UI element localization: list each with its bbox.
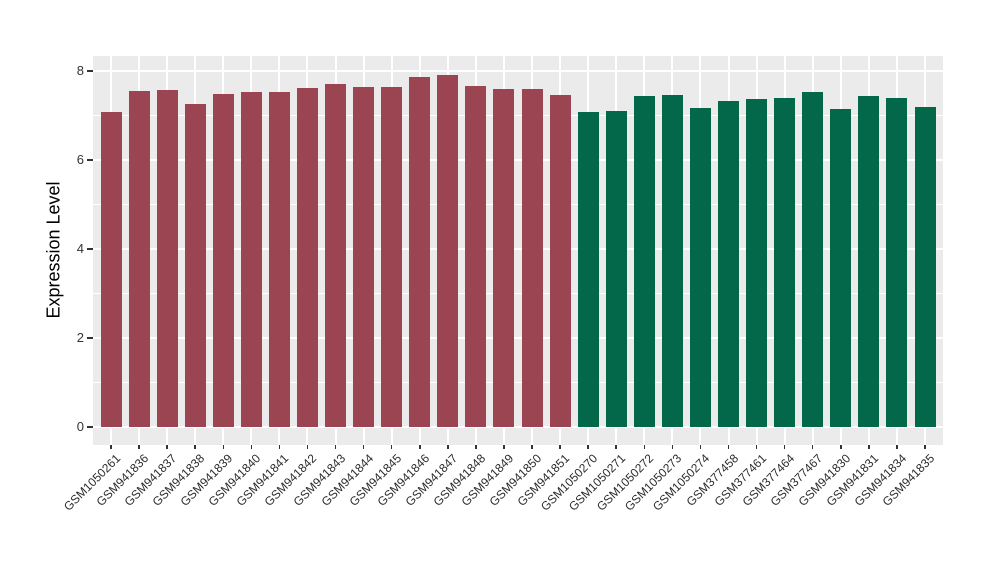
minor-gridline	[93, 204, 943, 205]
x-tick-mark	[166, 445, 168, 449]
y-tick-label: 6	[76, 152, 84, 167]
x-tick-mark	[278, 445, 281, 449]
y-tick-label: 4	[76, 241, 84, 256]
x-tick-mark	[671, 445, 674, 449]
y-tick-mark	[87, 70, 93, 72]
y-tick-mark	[87, 337, 93, 339]
major-gridline	[93, 70, 943, 72]
bar	[156, 89, 178, 427]
bar	[746, 98, 768, 427]
bar	[409, 77, 431, 427]
x-tick-mark	[559, 445, 561, 449]
x-tick-mark	[334, 445, 337, 449]
bar	[268, 92, 290, 427]
bar	[521, 89, 543, 427]
x-tick-mark	[419, 445, 421, 449]
x-tick-mark	[250, 445, 253, 449]
x-tick-mark	[390, 445, 393, 449]
x-tick-mark	[868, 445, 870, 449]
x-tick-mark	[503, 445, 505, 449]
bar	[633, 95, 655, 427]
bar	[858, 95, 880, 427]
bar	[886, 97, 908, 427]
bar	[128, 91, 150, 427]
bar	[830, 108, 852, 427]
x-tick-mark	[447, 445, 449, 449]
bar	[100, 112, 122, 427]
bar	[802, 91, 824, 427]
y-tick-mark	[87, 426, 93, 428]
x-tick-mark	[194, 445, 196, 449]
x-tick-mark	[138, 445, 140, 449]
y-tick-mark	[87, 159, 93, 161]
bar	[661, 94, 683, 427]
x-tick-mark	[306, 445, 309, 449]
x-tick-mark	[222, 445, 225, 449]
x-tick-mark	[699, 445, 702, 449]
bar	[325, 83, 347, 427]
bar	[296, 88, 318, 427]
x-tick-mark	[587, 445, 589, 449]
bar	[577, 111, 599, 427]
x-tick-mark	[362, 445, 365, 449]
major-gridline	[93, 248, 943, 250]
major-gridline	[93, 159, 943, 161]
major-gridline	[93, 337, 943, 339]
x-tick-mark	[840, 445, 842, 449]
bar	[689, 108, 711, 427]
x-tick-mark	[615, 445, 617, 449]
y-tick-label: 8	[76, 63, 84, 78]
bar	[605, 111, 627, 427]
bar	[465, 86, 487, 427]
plot-panel	[93, 56, 943, 445]
bar	[914, 107, 936, 427]
bar	[549, 94, 571, 427]
y-tick-label: 0	[76, 419, 84, 434]
bar	[353, 87, 375, 427]
x-tick-mark	[110, 445, 112, 449]
y-tick-label: 2	[76, 330, 84, 345]
bar	[718, 101, 740, 427]
minor-gridline	[93, 293, 943, 294]
minor-gridline	[93, 115, 943, 116]
bar	[381, 86, 403, 427]
bar	[774, 97, 796, 427]
x-tick-mark	[811, 445, 814, 449]
x-tick-mark	[896, 445, 898, 449]
bar	[493, 89, 515, 427]
major-gridline	[93, 426, 943, 428]
x-tick-mark	[755, 445, 758, 449]
bar	[240, 92, 262, 427]
y-tick-mark	[87, 248, 93, 250]
x-tick-mark	[531, 445, 533, 449]
bar	[184, 104, 206, 427]
x-tick-mark	[475, 445, 477, 449]
minor-gridline	[93, 382, 943, 383]
x-tick-mark	[783, 445, 786, 449]
bar	[212, 93, 234, 427]
x-tick-mark	[924, 445, 926, 449]
x-tick-mark	[643, 445, 646, 449]
x-tick-mark	[727, 445, 730, 449]
bar	[437, 75, 459, 427]
